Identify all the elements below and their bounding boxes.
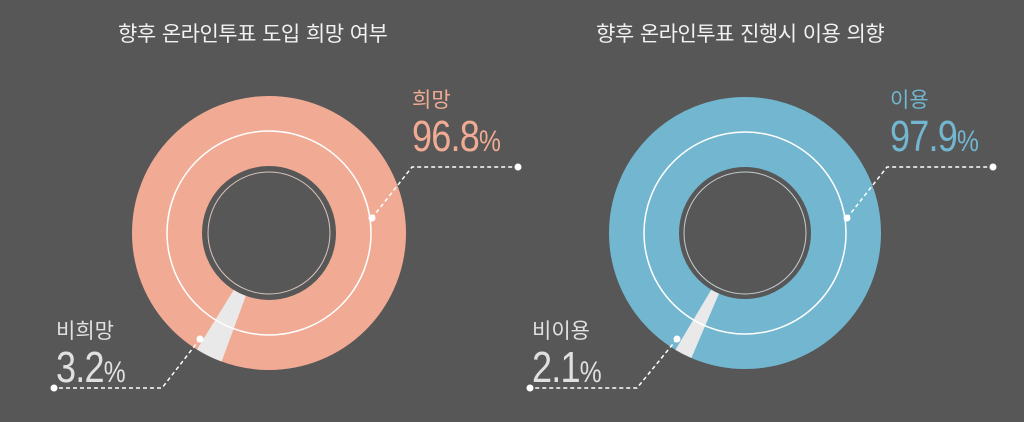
right-chart-title: 향후 온라인투표 진행시 이용 의향 [596,22,885,46]
right-minor-name: 비이용 [532,319,590,343]
right-minor-label: 비이용 2.1% [532,315,616,391]
left-chart-title: 향후 온라인투표 도입 희망 여부 [118,22,388,46]
right-minor-slice [675,289,719,358]
right-minor-leader-line [530,338,678,389]
left-major-value: 96.8% [412,112,501,161]
left-donut [132,96,406,370]
left-minor-leader-line [54,338,201,389]
left-major-leader-line [371,166,518,219]
left-major-name: 희망 [412,88,451,112]
left-minor-value: 3.2% [56,343,126,392]
right-major-name: 이용 [890,88,929,112]
left-minor-name: 비희망 [56,319,114,343]
right-donut [609,97,881,369]
left-major-label: 희망 96.8% [412,84,519,160]
right-major-label: 이용 97.9% [890,84,997,160]
right-major-value: 97.9% [890,112,979,161]
left-minor-label: 비희망 3.2% [56,315,140,391]
right-minor-value: 2.1% [532,343,602,392]
right-major-leader-line [846,166,993,219]
left-minor-slice [196,289,246,362]
